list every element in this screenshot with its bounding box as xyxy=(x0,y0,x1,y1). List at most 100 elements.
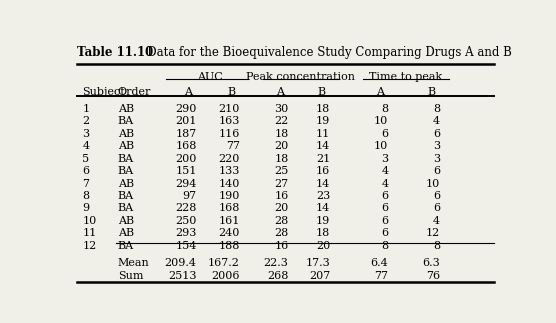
Text: 294: 294 xyxy=(175,179,197,189)
Text: 97: 97 xyxy=(182,191,197,201)
Text: 8: 8 xyxy=(381,241,389,251)
Text: 116: 116 xyxy=(219,129,240,139)
Text: AB: AB xyxy=(118,216,134,226)
Text: 6: 6 xyxy=(381,216,389,226)
Text: 168: 168 xyxy=(219,203,240,214)
Text: Sum: Sum xyxy=(118,271,143,281)
Text: 6: 6 xyxy=(433,191,440,201)
Text: 10: 10 xyxy=(374,141,389,151)
Text: 76: 76 xyxy=(426,271,440,281)
Text: A: A xyxy=(376,87,384,97)
Text: 16: 16 xyxy=(274,191,289,201)
Text: Peak concentration: Peak concentration xyxy=(246,72,355,82)
Text: 30: 30 xyxy=(274,104,289,114)
Text: 168: 168 xyxy=(175,141,197,151)
Text: 8: 8 xyxy=(433,241,440,251)
Text: Mean: Mean xyxy=(118,258,150,268)
Text: 4: 4 xyxy=(433,216,440,226)
Text: 250: 250 xyxy=(175,216,197,226)
Text: 161: 161 xyxy=(219,216,240,226)
Text: BA: BA xyxy=(118,154,134,164)
Text: 207: 207 xyxy=(309,271,330,281)
Text: 18: 18 xyxy=(274,129,289,139)
Text: 14: 14 xyxy=(316,179,330,189)
Text: 8: 8 xyxy=(433,104,440,114)
Text: Subject: Subject xyxy=(82,87,125,97)
Text: 6: 6 xyxy=(381,203,389,214)
Text: 3: 3 xyxy=(433,141,440,151)
Text: BA: BA xyxy=(118,191,134,201)
Text: 4: 4 xyxy=(381,179,389,189)
Text: AB: AB xyxy=(118,104,134,114)
Text: 25: 25 xyxy=(274,166,289,176)
Text: 268: 268 xyxy=(267,271,289,281)
Text: 20: 20 xyxy=(274,203,289,214)
Text: 6.3: 6.3 xyxy=(423,258,440,268)
Text: 22.3: 22.3 xyxy=(264,258,289,268)
Text: 5: 5 xyxy=(82,154,90,164)
Text: 10: 10 xyxy=(426,179,440,189)
Text: A: A xyxy=(276,87,284,97)
Text: Time to peak: Time to peak xyxy=(369,72,442,82)
Text: B: B xyxy=(428,87,435,97)
Text: 201: 201 xyxy=(175,116,197,126)
Text: 2006: 2006 xyxy=(211,271,240,281)
Text: 228: 228 xyxy=(175,203,197,214)
Text: 290: 290 xyxy=(175,104,197,114)
Text: 11: 11 xyxy=(82,228,97,238)
Text: BA: BA xyxy=(118,241,134,251)
Text: 3: 3 xyxy=(433,154,440,164)
Text: 22: 22 xyxy=(274,116,289,126)
Text: Table 11.10: Table 11.10 xyxy=(77,46,153,59)
Text: 9: 9 xyxy=(82,203,90,214)
Text: B: B xyxy=(227,87,235,97)
Text: 4: 4 xyxy=(433,116,440,126)
Text: 6: 6 xyxy=(433,129,440,139)
Text: 133: 133 xyxy=(219,166,240,176)
Text: 6: 6 xyxy=(381,129,389,139)
Text: BA: BA xyxy=(118,116,134,126)
Text: 240: 240 xyxy=(219,228,240,238)
Text: 16: 16 xyxy=(274,241,289,251)
Text: 23: 23 xyxy=(316,191,330,201)
Text: 19: 19 xyxy=(316,116,330,126)
Text: 11: 11 xyxy=(316,129,330,139)
Text: 7: 7 xyxy=(82,179,90,189)
Text: 20: 20 xyxy=(316,241,330,251)
Text: 293: 293 xyxy=(175,228,197,238)
Text: BA: BA xyxy=(118,166,134,176)
Text: 16: 16 xyxy=(316,166,330,176)
Text: B: B xyxy=(317,87,326,97)
Text: 28: 28 xyxy=(274,228,289,238)
Text: 8: 8 xyxy=(381,104,389,114)
Text: 3: 3 xyxy=(381,154,389,164)
Text: 18: 18 xyxy=(274,154,289,164)
Text: 6: 6 xyxy=(433,166,440,176)
Text: Data for the Bioequivalence Study Comparing Drugs A and B: Data for the Bioequivalence Study Compar… xyxy=(136,46,512,59)
Text: 28: 28 xyxy=(274,216,289,226)
Text: AUC: AUC xyxy=(197,72,222,82)
Text: AB: AB xyxy=(118,179,134,189)
Text: 167.2: 167.2 xyxy=(208,258,240,268)
Text: 190: 190 xyxy=(219,191,240,201)
Text: 3: 3 xyxy=(82,129,90,139)
Text: 21: 21 xyxy=(316,154,330,164)
Text: 18: 18 xyxy=(316,104,330,114)
Text: 151: 151 xyxy=(175,166,197,176)
Text: 163: 163 xyxy=(219,116,240,126)
Text: 187: 187 xyxy=(175,129,197,139)
Text: AB: AB xyxy=(118,228,134,238)
Text: 200: 200 xyxy=(175,154,197,164)
Text: 6: 6 xyxy=(381,191,389,201)
Text: 2513: 2513 xyxy=(168,271,197,281)
Text: 4: 4 xyxy=(381,166,389,176)
Text: 77: 77 xyxy=(374,271,389,281)
Text: 6.4: 6.4 xyxy=(371,258,389,268)
Text: 14: 14 xyxy=(316,141,330,151)
Text: 77: 77 xyxy=(226,141,240,151)
Text: 19: 19 xyxy=(316,216,330,226)
Text: 6: 6 xyxy=(433,203,440,214)
Text: 17.3: 17.3 xyxy=(305,258,330,268)
Text: 12: 12 xyxy=(426,228,440,238)
Text: 4: 4 xyxy=(82,141,90,151)
